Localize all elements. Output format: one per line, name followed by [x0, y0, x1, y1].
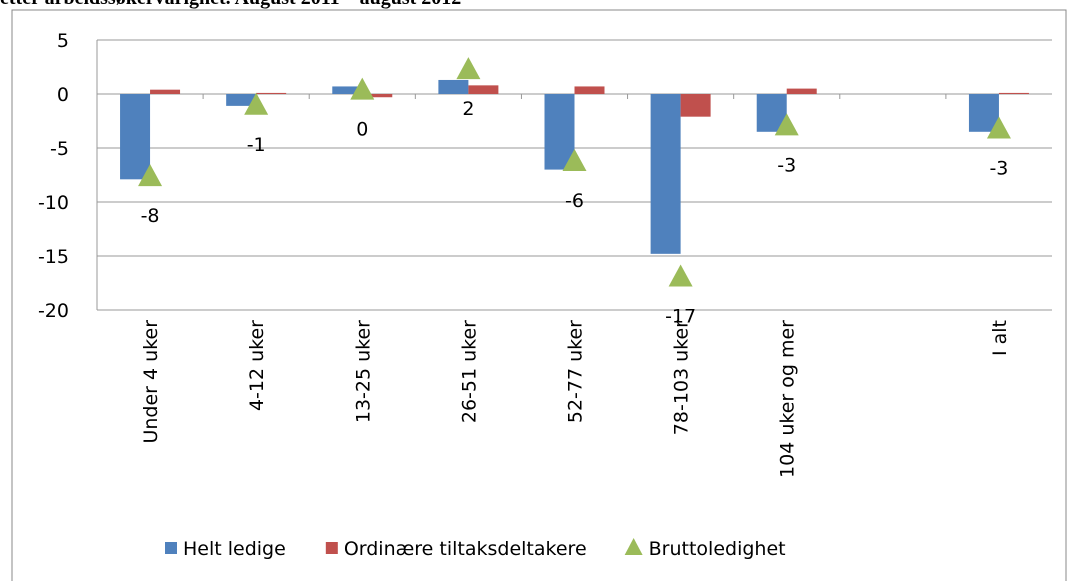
- bar: [786, 88, 817, 94]
- marker: [668, 264, 693, 287]
- x-tick-label: Under 4 uker: [140, 320, 162, 444]
- data-label: -17: [665, 306, 696, 328]
- y-tick-label: 0: [57, 84, 69, 106]
- marker: [986, 116, 1011, 139]
- bar: [332, 86, 363, 94]
- x-tick-label: 4-12 uker: [246, 320, 268, 411]
- x-tick-label: I alt: [989, 320, 1011, 356]
- bar: [680, 94, 711, 117]
- bar: [438, 79, 469, 94]
- legend-label: Helt ledige: [183, 538, 286, 560]
- bar: [226, 94, 257, 106]
- bar: [468, 85, 499, 94]
- marker: [138, 164, 163, 187]
- x-tick-label: 78-103 uker: [671, 320, 693, 435]
- bar: [362, 94, 393, 98]
- x-tick-label: 104 uker og mer: [777, 320, 799, 478]
- bar: [998, 92, 1029, 94]
- marker: [456, 57, 481, 80]
- legend-swatch: [325, 542, 338, 554]
- bar: [150, 89, 181, 94]
- marker: [350, 77, 375, 100]
- chart-title: etter arbeidssøkervarighet. August 2011 …: [0, 0, 461, 9]
- marker: [774, 113, 799, 136]
- bar: [120, 94, 151, 180]
- y-tick-label: -20: [38, 300, 69, 322]
- legend-marker: [624, 538, 643, 555]
- x-tick-label: 13-25 uker: [352, 320, 374, 423]
- data-label: -1: [247, 134, 266, 156]
- legend-label: Ordinære tiltaksdeltakere: [344, 538, 587, 560]
- data-label: 0: [356, 119, 368, 141]
- bar: [650, 94, 681, 254]
- y-tick-label: -5: [50, 138, 69, 160]
- y-tick-label: -10: [38, 192, 69, 214]
- bar: [574, 86, 605, 94]
- data-label: -3: [989, 158, 1008, 180]
- data-label: -6: [565, 190, 584, 212]
- x-tick-label: 52-77 uker: [565, 320, 587, 423]
- bar: [544, 94, 575, 170]
- chart-frame: [11, 9, 1067, 586]
- legend-swatch: [165, 542, 177, 554]
- bar: [256, 92, 287, 94]
- data-label: -3: [777, 154, 796, 176]
- legend-label: Bruttoledighet: [649, 538, 786, 560]
- x-tick-label: 26-51 uker: [458, 320, 480, 423]
- bar: [968, 94, 999, 132]
- data-label: -8: [141, 205, 160, 227]
- marker: [562, 148, 587, 171]
- data-label: 2: [462, 98, 474, 120]
- marker: [244, 92, 269, 115]
- y-tick-label: -15: [38, 246, 69, 268]
- y-tick-label: 5: [57, 30, 69, 52]
